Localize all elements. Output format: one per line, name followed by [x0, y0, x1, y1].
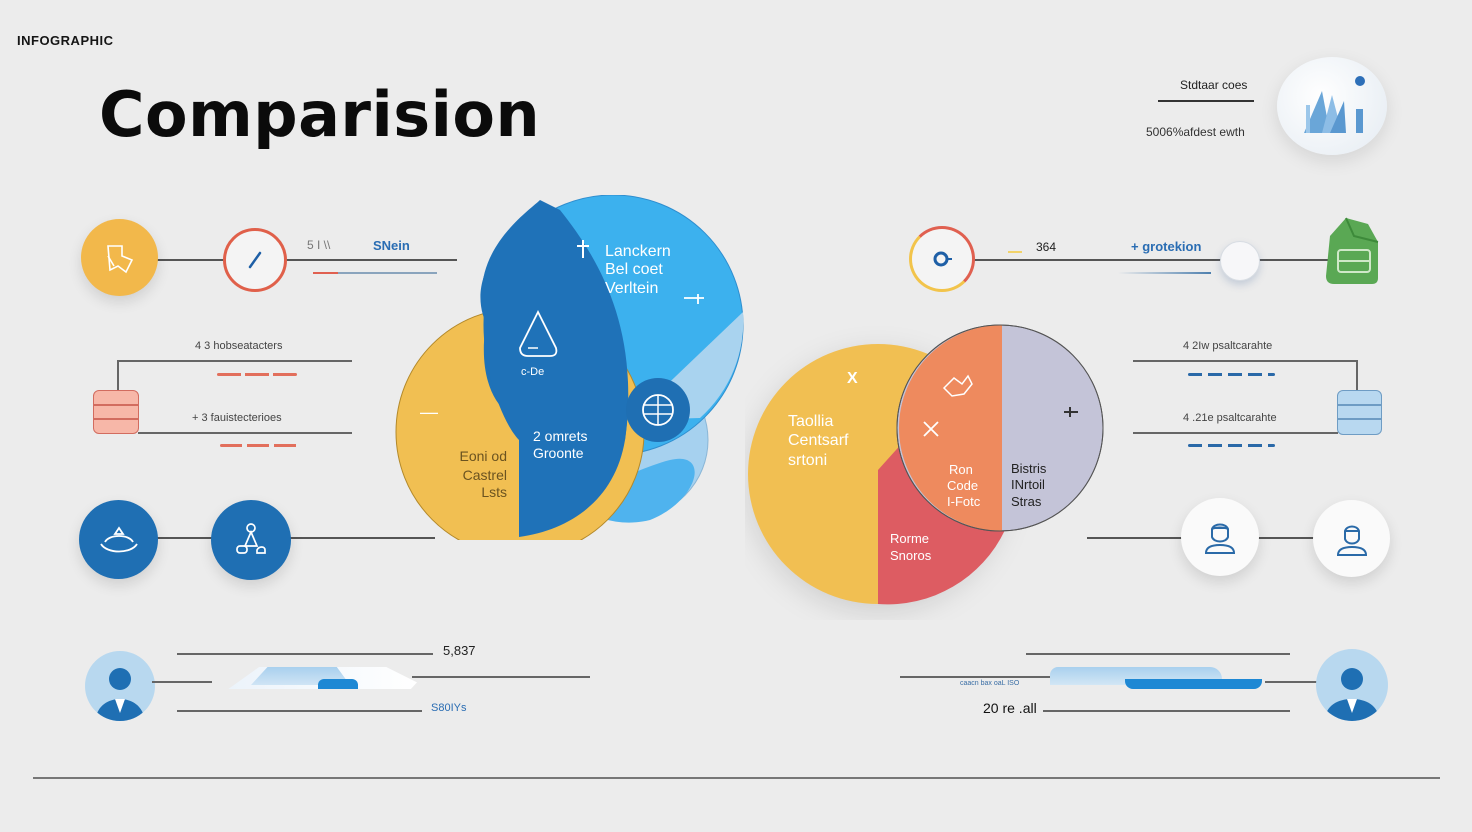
connector-line	[1356, 360, 1358, 390]
page-title: Comparision	[99, 78, 541, 151]
connector-line	[138, 432, 352, 434]
right-row2-item1: 4 2Iw psaltcarahte	[1183, 340, 1273, 352]
venn-right-overlap-line3: I-Fotc	[947, 494, 981, 509]
chair-icon	[81, 219, 158, 296]
connector-line	[1026, 653, 1290, 655]
venn-left-top-line3: Verltein	[605, 280, 659, 297]
dash-bar	[1188, 373, 1275, 376]
divider	[1158, 100, 1254, 102]
row2-item1: 4 3 hobseatacters	[195, 340, 283, 352]
connector-line	[968, 259, 1328, 261]
connector-line	[177, 710, 422, 712]
right-row4-caption: caacn bax oaL ISO	[960, 680, 1020, 687]
dash-bar	[1188, 444, 1275, 447]
eyebrow-label: INFOGRAPHIC	[17, 33, 114, 48]
connector-line	[1043, 710, 1290, 712]
connector-line	[117, 360, 119, 390]
venn-left: Lanckern Bel coet Verltein c-De 2 omrets…	[395, 195, 745, 540]
venn-right-right-line3: Stras	[1011, 494, 1042, 509]
venn-right-bottom-line2: Snoros	[890, 548, 932, 563]
connector-line	[155, 259, 457, 261]
venn-left-dash: —	[420, 402, 438, 422]
right-row4-value: 20 re .all	[983, 700, 1037, 716]
connector-line	[152, 681, 212, 683]
top-right-stat: 5006%afdest ewth	[1146, 125, 1245, 139]
user-avatar-icon	[1316, 649, 1388, 721]
accent-dash	[1008, 251, 1022, 253]
venn-left-top-line1: Lanckern	[605, 243, 671, 260]
venn-right-overlap-line1: Ron	[949, 462, 973, 477]
venn-right-left-mark: X	[847, 370, 858, 387]
bar-chart-icon	[1277, 57, 1387, 155]
dash-bar	[217, 373, 297, 376]
venn-left-top-line2: Bel coet	[605, 261, 663, 278]
connector-line	[1133, 432, 1338, 434]
venn-right-left-line2: Centsarf	[788, 432, 849, 449]
row4-value-bottom: S80IYs	[431, 702, 467, 714]
venn-right-bottom-line1: Rorme	[890, 531, 930, 546]
venn-right-overlap-line2: Code	[947, 478, 979, 493]
connector-line	[117, 360, 352, 362]
row1-prefix: 5 I \\	[307, 238, 331, 252]
venn-right-left-line3: srtoni	[788, 452, 828, 469]
footer-divider	[33, 777, 1440, 779]
toggle-knob[interactable]	[1220, 241, 1260, 281]
top-right-label: Stdtaar coes	[1180, 78, 1248, 92]
bag-icon	[1324, 214, 1380, 286]
venn-right-right-line2: INrtoil	[1011, 477, 1045, 492]
connector-line	[177, 653, 433, 655]
connector-line	[155, 537, 435, 539]
database-icon	[93, 390, 139, 434]
dash-bar	[220, 444, 298, 447]
connector-line	[412, 676, 590, 678]
pen-icon	[223, 228, 287, 292]
venn-left-left-line3: Lsts	[481, 484, 507, 500]
user-icon	[1181, 498, 1259, 576]
venn-right: X Taollia Centsarf srtoni Ron Code I-Fot…	[745, 320, 1115, 620]
slider-handle[interactable]	[1125, 679, 1262, 689]
user-avatar-icon	[85, 651, 155, 721]
row2-item2: + 3 fauistecterioes	[192, 412, 282, 424]
database-icon	[1337, 390, 1382, 435]
connector-line	[1133, 360, 1356, 362]
target-icon	[909, 226, 975, 292]
right-row1-label: + grotekion	[1131, 239, 1202, 254]
lamp-icon	[79, 500, 158, 579]
venn-right-left-line1: Taollia	[788, 413, 834, 430]
user-icon	[1313, 500, 1390, 577]
venn-left-left-line2: Castrel	[462, 467, 507, 483]
right-row2-item2: 4 .21e psaltcarahte	[1183, 412, 1277, 424]
venn-left-center-line2: Groonte	[533, 445, 584, 461]
venn-left-center-line1: 2 omrets	[533, 428, 588, 444]
right-row1-value: 364	[1036, 240, 1057, 254]
venn-right-right-line1: Bistris	[1011, 461, 1047, 476]
progress-line	[313, 272, 437, 274]
progress-line	[1118, 272, 1211, 274]
venn-left-middle-label: c-De	[521, 366, 545, 378]
chef-icon	[211, 500, 291, 580]
connector-line	[900, 676, 1050, 678]
connector-line	[1265, 681, 1325, 683]
row1-label: SNein	[373, 238, 410, 253]
row4-value-top: 5,837	[443, 643, 476, 658]
slider-handle[interactable]	[318, 679, 358, 689]
venn-left-left-line1: Eoni od	[459, 448, 507, 464]
